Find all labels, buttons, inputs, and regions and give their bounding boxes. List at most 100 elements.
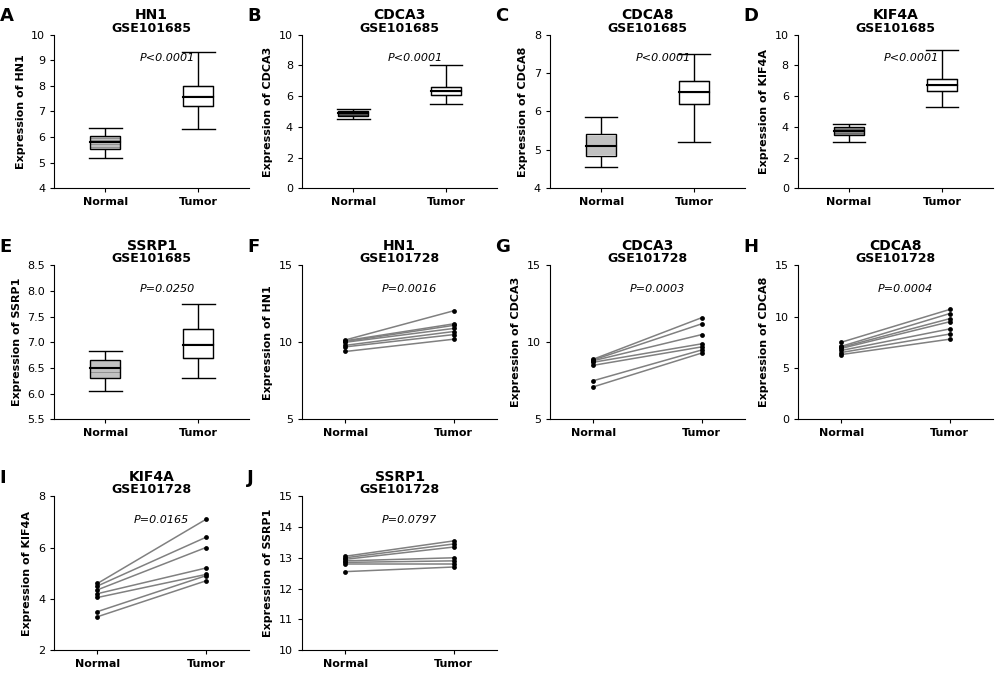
Point (942, 329, 958, 339)
Point (585, 354, 601, 364)
Point (337, 551, 353, 562)
Point (694, 341, 710, 352)
Bar (338, 112, 368, 116)
Bar (927, 79, 957, 91)
Point (833, 341, 849, 352)
Text: P=0.0004: P=0.0004 (878, 284, 933, 294)
Point (446, 326, 462, 337)
Y-axis label: Expression of SSRP1: Expression of SSRP1 (12, 278, 22, 406)
Point (337, 554, 353, 564)
Text: CDCA3: CDCA3 (621, 239, 674, 253)
Title: GSE101685: GSE101685 (608, 22, 688, 34)
Point (942, 313, 958, 324)
Text: P<0.0001: P<0.0001 (388, 53, 443, 63)
Point (198, 571, 214, 581)
Point (833, 349, 849, 360)
Text: F: F (247, 238, 260, 256)
Point (198, 575, 214, 586)
Text: P=0.0797: P=0.0797 (382, 514, 437, 525)
Text: G: G (495, 238, 510, 256)
Point (446, 552, 462, 563)
Point (89, 588, 105, 599)
Point (446, 320, 462, 331)
Point (446, 558, 462, 569)
Point (942, 334, 958, 345)
Point (585, 356, 601, 366)
Bar (90, 136, 120, 149)
Point (833, 343, 849, 354)
Text: HN1: HN1 (383, 239, 416, 253)
Text: A: A (0, 7, 13, 25)
Point (694, 329, 710, 340)
Point (942, 316, 958, 327)
Point (337, 337, 353, 347)
Text: CDCA3: CDCA3 (373, 8, 426, 22)
Text: CDCA8: CDCA8 (869, 239, 922, 253)
Point (833, 347, 849, 358)
Y-axis label: Expression of CDCA3: Expression of CDCA3 (263, 46, 273, 176)
Y-axis label: Expression of KIF4A: Expression of KIF4A (22, 510, 32, 635)
Point (446, 535, 462, 546)
Point (337, 566, 353, 577)
Text: C: C (495, 7, 509, 25)
Point (89, 581, 105, 592)
Title: GSE101685: GSE101685 (112, 252, 192, 266)
Point (198, 514, 214, 525)
Title: GSE101728: GSE101728 (607, 252, 688, 266)
Point (446, 329, 462, 340)
Point (198, 562, 214, 573)
Text: D: D (743, 7, 758, 25)
Point (446, 541, 462, 552)
Point (446, 323, 462, 334)
Text: P<0.0001: P<0.0001 (636, 53, 691, 63)
Text: CDCA8: CDCA8 (621, 8, 674, 22)
Point (446, 562, 462, 573)
Text: P=0.0003: P=0.0003 (630, 284, 685, 294)
Title: GSE101685: GSE101685 (855, 22, 935, 34)
Y-axis label: Expression of HN1: Expression of HN1 (263, 285, 273, 400)
Point (89, 578, 105, 589)
Point (89, 584, 105, 595)
Point (337, 335, 353, 345)
Text: P=0.0250: P=0.0250 (140, 284, 195, 294)
Point (585, 360, 601, 370)
Title: GSE101685: GSE101685 (360, 22, 440, 34)
Text: KIF4A: KIF4A (129, 470, 175, 484)
Point (446, 539, 462, 550)
Bar (90, 360, 120, 378)
Point (942, 308, 958, 319)
Y-axis label: Expression of CDCA3: Expression of CDCA3 (511, 277, 521, 408)
Point (446, 334, 462, 345)
Point (833, 342, 849, 353)
Point (337, 557, 353, 568)
Point (198, 569, 214, 580)
Point (337, 346, 353, 357)
Point (337, 552, 353, 563)
Point (694, 339, 710, 349)
Text: P<0.0001: P<0.0001 (140, 53, 195, 63)
Point (89, 606, 105, 617)
Y-axis label: Expression of CDCA8: Expression of CDCA8 (759, 277, 769, 408)
Text: P=0.0016: P=0.0016 (382, 284, 437, 294)
Bar (586, 135, 616, 155)
Title: GSE101728: GSE101728 (112, 483, 192, 496)
Text: B: B (247, 7, 261, 25)
Point (337, 556, 353, 566)
Point (833, 345, 849, 356)
Point (585, 354, 601, 365)
Point (694, 312, 710, 323)
Text: SSRP1: SSRP1 (375, 470, 425, 484)
Point (446, 318, 462, 329)
Text: J: J (247, 468, 254, 487)
Title: GSE101728: GSE101728 (360, 483, 440, 496)
Point (198, 542, 214, 553)
Title: GSE101685: GSE101685 (112, 22, 192, 34)
Text: E: E (0, 238, 12, 256)
Point (694, 347, 710, 358)
Point (585, 357, 601, 368)
Point (337, 336, 353, 347)
Point (446, 306, 462, 316)
Bar (183, 329, 213, 358)
Text: H: H (743, 238, 758, 256)
Point (89, 611, 105, 622)
